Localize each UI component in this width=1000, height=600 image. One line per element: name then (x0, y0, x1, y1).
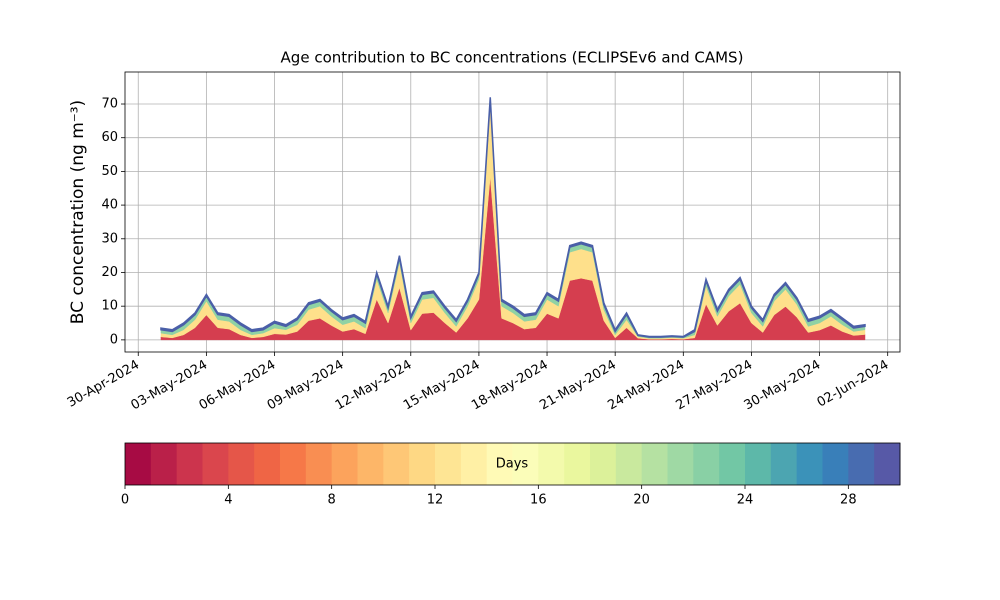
colorbar-swatch (693, 443, 720, 485)
colorbar-swatch (435, 443, 462, 485)
x-tick-label: 18-May-2024 (469, 358, 551, 414)
y-tick-label: 0 (110, 332, 118, 347)
colorbar-tick-label: 4 (224, 493, 232, 508)
area-layer (160, 97, 866, 338)
x-tick-label: 27-May-2024 (674, 358, 756, 414)
colorbar-swatch (280, 443, 307, 485)
x-tick-label: 02-Jun-2024 (815, 358, 892, 411)
colorbar-swatch (254, 443, 281, 485)
y-tick-label: 30 (101, 231, 118, 246)
colorbar-swatch (590, 443, 617, 485)
x-tick-label: 12-May-2024 (333, 358, 415, 414)
chart-title: Age contribution to BC concentrations (E… (281, 49, 744, 67)
colorbar-swatch (874, 443, 901, 485)
colorbar-swatch (125, 443, 152, 485)
colorbar-tick-label: 28 (840, 493, 857, 508)
colorbar-tick-label: 20 (633, 493, 650, 508)
area-layer (160, 98, 866, 339)
colorbar-tick-label: 24 (737, 493, 754, 508)
colorbar-swatch (538, 443, 565, 485)
y-tick-label: 40 (101, 198, 118, 213)
x-tick-label: 03-May-2024 (128, 358, 210, 414)
x-tick-label: 21-May-2024 (537, 358, 619, 414)
colorbar-swatch (745, 443, 772, 485)
colorbar-swatch (719, 443, 746, 485)
y-tick-label: 60 (101, 130, 118, 145)
colorbar-swatch (150, 443, 178, 485)
x-tick-label: 15-May-2024 (401, 358, 483, 414)
area-layer (160, 103, 866, 340)
colorbar-swatch (667, 443, 694, 485)
x-tick-label: 09-May-2024 (265, 358, 347, 414)
colorbar-swatch (512, 443, 539, 485)
colorbar-swatch (409, 443, 436, 485)
x-tick-label: 24-May-2024 (605, 358, 687, 414)
y-tick-label: 20 (101, 265, 118, 280)
colorbar-swatch (641, 443, 668, 485)
colorbar-tick-label: 0 (121, 493, 129, 508)
colorbar-swatch (228, 443, 255, 485)
colorbar-swatch (331, 443, 358, 485)
colorbar-swatch (822, 443, 849, 485)
colorbar-label: Days (496, 457, 529, 472)
x-tick-label: 30-May-2024 (742, 358, 824, 414)
colorbar-swatch (176, 443, 203, 485)
y-tick-label: 50 (101, 164, 118, 179)
colorbar-swatch (383, 443, 410, 485)
colorbar-swatch (615, 443, 643, 485)
y-axis-label: BC concentration (ng m⁻³) (68, 100, 88, 324)
colorbar-swatch (848, 443, 875, 485)
x-tick-label: 06-May-2024 (197, 358, 279, 414)
y-tick-label: 70 (101, 97, 118, 112)
plot-frame (124, 71, 901, 353)
colorbar-swatch (305, 443, 333, 485)
colorbar-swatch (770, 443, 798, 485)
y-tick-label: 10 (101, 299, 118, 314)
colorbar-swatch (357, 443, 384, 485)
colorbar-swatch (796, 443, 823, 485)
colorbar-swatch (460, 443, 488, 485)
colorbar-swatch (564, 443, 591, 485)
colorbar-tick-label: 8 (328, 493, 336, 508)
colorbar-frame (124, 442, 901, 486)
colorbar-tick-label: 12 (427, 493, 444, 508)
colorbar-swatch (486, 443, 513, 485)
colorbar-swatch (202, 443, 229, 485)
colorbar-tick-label: 16 (530, 493, 547, 508)
